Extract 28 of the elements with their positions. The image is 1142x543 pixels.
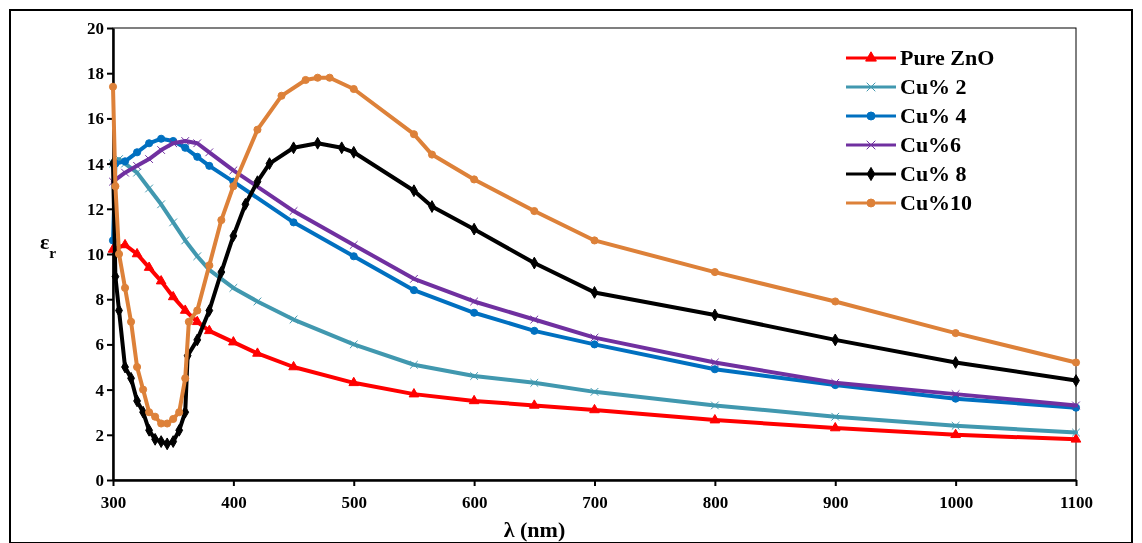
x-tick-label: 300 [100,492,127,512]
y-tick-label: 14 [87,154,105,174]
x-tick-label: 1000 [939,492,974,512]
x-tick-label: 400 [221,492,247,512]
x-tick-label: 900 [823,492,849,512]
x-tick-label: 600 [461,492,488,512]
legend-label: Cu% 2 [900,74,967,99]
y-tick-label: 2 [95,425,104,445]
x-axis-title: λ (nm) [503,517,566,542]
x-tick-label: 800 [702,492,729,512]
y-tick-label: 10 [87,244,104,264]
y-tick-label: 4 [95,380,105,400]
legend-label: Pure ZnO [900,45,995,70]
legend-label: Cu% 8 [900,161,967,186]
x-tick-label: 700 [582,492,608,512]
legend-label: Cu%6 [900,132,962,157]
x-tick-label: 500 [341,492,367,512]
y-axis-title: ε$_{r}$ [39,229,57,261]
y-tick-label: 18 [87,64,104,84]
y-tick-label: 12 [87,199,104,219]
legend-label: Cu%10 [900,190,973,215]
y-tick-label: 8 [95,290,104,310]
y-tick-label: 6 [95,335,104,355]
legend-label: Cu% 4 [900,103,967,128]
y-tick-label: 20 [87,18,104,38]
x-tick-label: 1100 [1059,492,1094,512]
y-tick-label: 0 [95,470,104,490]
y-tick-label: 16 [87,109,104,129]
